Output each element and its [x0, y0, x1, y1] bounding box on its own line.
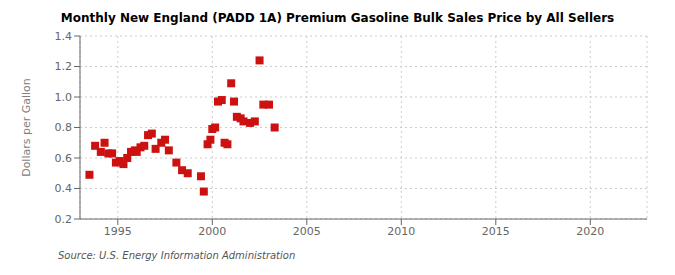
- svg-text:0.4: 0.4: [55, 182, 73, 195]
- html-text:Source: U.S. Energy Informatio: Source: U.S. Energy Information Administ…: [58, 250, 296, 261]
- svg-text:1.4: 1.4: [55, 30, 73, 43]
- html-text:Monthly New England (PADD 1A): Monthly New England (PADD 1A) Premium Ga…: [60, 11, 615, 25]
- svg-text:1.0: 1.0: [55, 91, 73, 104]
- svg-text:2010: 2010: [387, 225, 415, 238]
- svg-text:2020: 2020: [576, 225, 604, 238]
- svg-text:0.2: 0.2: [55, 213, 73, 226]
- svg-text:2000: 2000: [198, 225, 226, 238]
- svg-text:0.6: 0.6: [55, 152, 73, 165]
- svg-text:1.2: 1.2: [55, 60, 73, 73]
- svg-text:2015: 2015: [482, 225, 510, 238]
- svg-text:2005: 2005: [293, 225, 321, 238]
- svg-text:Dollars per Gallon: Dollars per Gallon: [20, 78, 33, 177]
- svg-text:1995: 1995: [104, 225, 132, 238]
- svg-text:0.8: 0.8: [55, 121, 73, 134]
